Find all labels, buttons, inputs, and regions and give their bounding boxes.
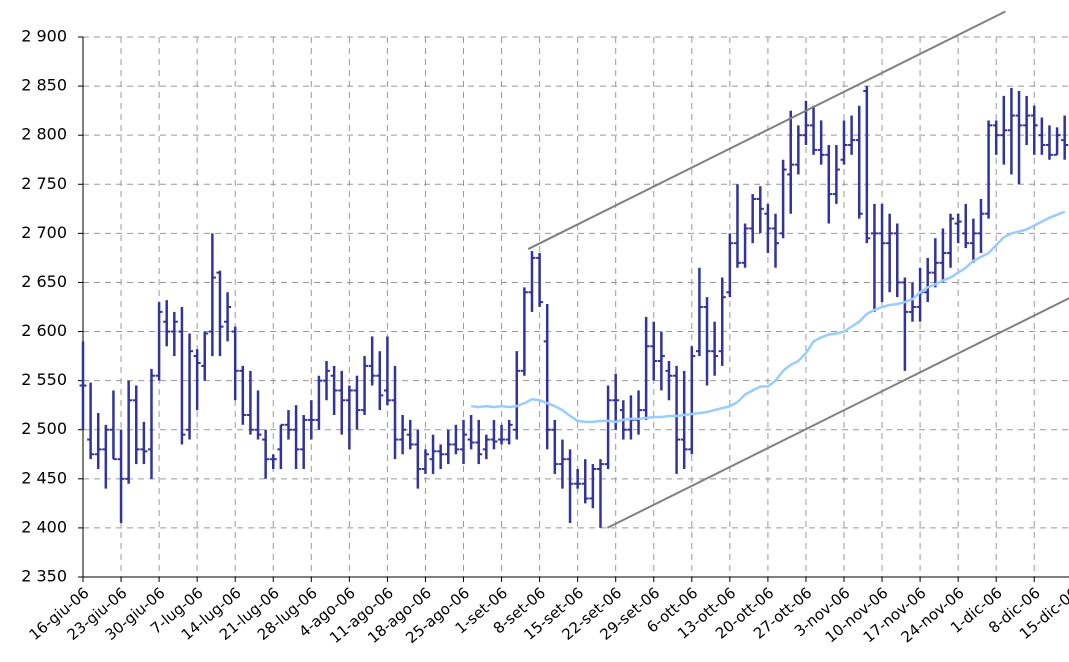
trend-line xyxy=(527,10,1006,250)
y-tick-label: 2 350 xyxy=(21,567,67,586)
y-tick-label: 2 600 xyxy=(21,321,67,340)
y-tick-label: 2 550 xyxy=(21,370,67,389)
y-tick-label: 2 450 xyxy=(21,468,67,487)
moving-average-line xyxy=(470,210,1066,424)
y-tick-label: 2 650 xyxy=(21,272,67,291)
y-tick-label: 2 900 xyxy=(21,27,67,46)
y-tick-label: 2 850 xyxy=(21,76,67,95)
y-tick-label: 2 800 xyxy=(21,125,67,144)
y-tick-label: 2 700 xyxy=(21,223,67,242)
trend-line xyxy=(606,297,1069,529)
y-tick-label: 2 400 xyxy=(21,517,67,536)
y-tick-label: 2 750 xyxy=(21,174,67,193)
y-tick-label: 2 500 xyxy=(21,419,67,438)
